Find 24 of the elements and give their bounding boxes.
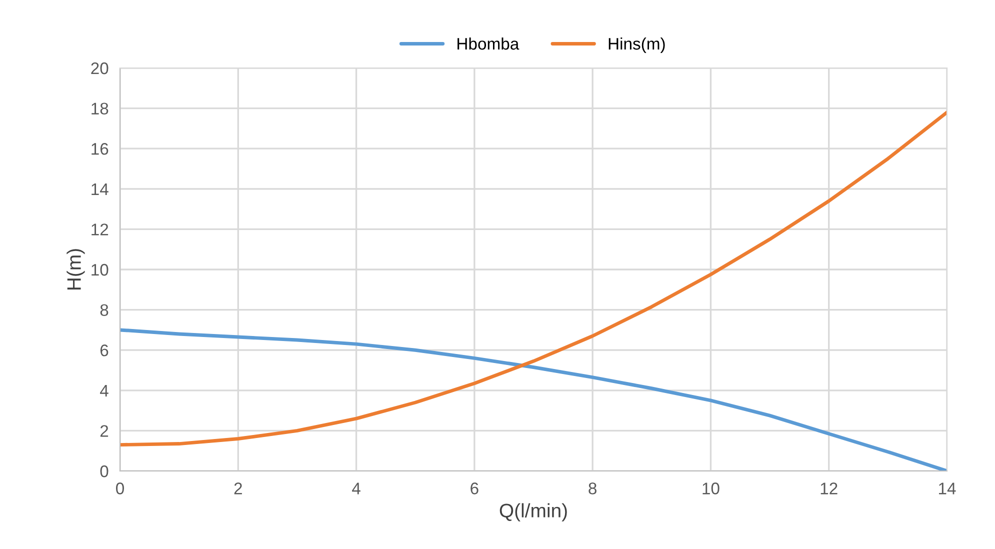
x-axis-title: Q(l/min) <box>500 503 567 522</box>
y-tick-label: 18 <box>92 102 108 115</box>
x-tick-label: 12 <box>820 482 838 494</box>
x-tick-label: 14 <box>939 482 956 494</box>
y-tick-label: 4 <box>100 384 108 396</box>
y-tick-label: 10 <box>92 264 108 276</box>
x-tick-label: 2 <box>234 482 242 494</box>
x-tick-label: 4 <box>352 482 360 494</box>
y-tick-label: 6 <box>100 344 108 356</box>
y-tick-label: 16 <box>92 143 108 155</box>
y-tick-label: 0 <box>100 465 108 478</box>
y-tick-label: 20 <box>91 62 108 74</box>
legend-label: Hbomba <box>458 37 520 50</box>
y-axis-title: H(m) <box>66 249 85 290</box>
line-series <box>120 110 947 447</box>
y-tick-label: 12 <box>92 224 108 236</box>
y-tick-label: 8 <box>100 304 108 316</box>
y-tick-label: 2 <box>100 425 108 437</box>
x-tick-label: 0 <box>116 482 124 494</box>
y-tick-label: 14 <box>92 183 108 195</box>
x-tick-label: 6 <box>470 482 478 494</box>
legend-label: Hins(m) <box>608 37 665 53</box>
x-tick-label: 10 <box>702 482 720 494</box>
x-tick-label: 8 <box>588 482 596 494</box>
